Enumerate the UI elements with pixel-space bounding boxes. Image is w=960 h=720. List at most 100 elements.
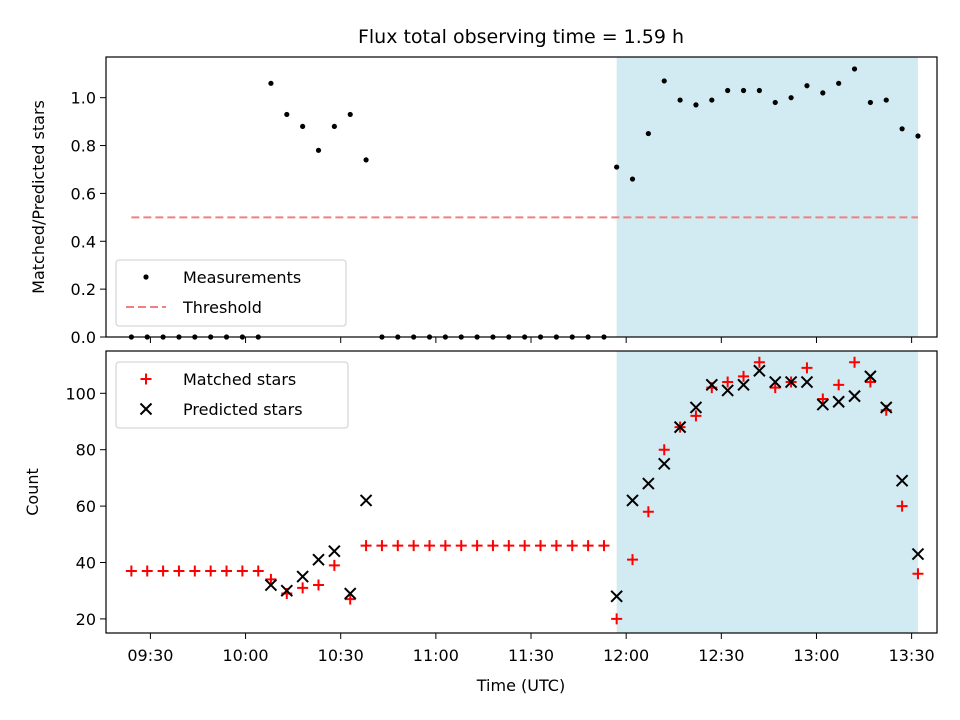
matched-star-point xyxy=(611,613,623,625)
top-shaded-region-layer xyxy=(616,57,918,337)
measurement-point xyxy=(347,111,353,118)
predicted-star-point xyxy=(784,375,798,389)
matched-star-point xyxy=(392,540,404,552)
top-shaded-region xyxy=(616,57,918,337)
chart-title: Flux total observing time = 1.59 h xyxy=(358,26,684,48)
bottom-shaded-region xyxy=(616,351,918,633)
matched-star-point xyxy=(896,500,908,512)
bottom-y-ticks: 20 40 60 80 100 xyxy=(65,384,106,629)
measurement-point xyxy=(363,157,369,163)
measurement-point xyxy=(820,90,826,96)
y-tick-label: 40 xyxy=(76,554,96,573)
legend-box xyxy=(115,361,349,429)
predicted-star-point xyxy=(864,370,877,383)
predicted-star-point xyxy=(911,547,925,561)
matched-star-point xyxy=(328,559,340,571)
measurement-point xyxy=(614,164,620,170)
measurement-point xyxy=(851,66,858,72)
bottom-y-axis-label: Count xyxy=(23,468,42,516)
predicted-star-point xyxy=(642,477,655,490)
measurement-point xyxy=(788,95,794,101)
x-tick-label: 11:30 xyxy=(508,646,554,665)
predicted-star-point xyxy=(280,584,293,597)
predicted-star-point xyxy=(895,474,909,487)
top-legend: Measurements Threshold xyxy=(115,259,347,327)
top-panel: 0.0 0.2 0.4 0.6 0.8 1.0 Matched/Predicted sta… xyxy=(29,56,938,347)
matched-star-point xyxy=(157,565,169,577)
y-tick-label: 0.6 xyxy=(71,184,96,203)
matched-star-point xyxy=(205,565,217,577)
predicted-star-point xyxy=(610,590,623,603)
matched-star-point xyxy=(424,540,436,552)
measurement-point xyxy=(836,80,842,86)
y-tick-label: 80 xyxy=(76,441,96,460)
matched-star-point xyxy=(864,376,876,388)
predicted-star-point xyxy=(658,457,671,471)
matched-star-point xyxy=(360,540,372,552)
bottom-legend: Matched stars Predicted stars xyxy=(115,361,349,429)
top-y-ticks: 0.0 0.2 0.4 0.6 0.8 1.0 xyxy=(71,89,106,347)
bottom-x-ticks: 09:30 10:00 10:30 11:00 11:30 12:00 12:30 13:00… xyxy=(127,633,935,665)
matched-star-point xyxy=(833,379,845,391)
measurement-point xyxy=(772,99,778,106)
predicted-star-point xyxy=(705,378,719,392)
matched-star-point xyxy=(690,410,702,422)
bottom-series-layer xyxy=(125,356,925,625)
matched-star-point xyxy=(817,393,829,405)
y-tick-label: 0.0 xyxy=(71,328,96,347)
matched-star-point xyxy=(471,540,483,552)
matched-star-point xyxy=(376,540,388,552)
matched-star-point xyxy=(125,565,137,577)
predicted-star-point xyxy=(753,364,766,377)
measurement-point xyxy=(709,97,715,103)
matched-star-point xyxy=(801,362,813,374)
matched-star-point xyxy=(455,540,467,552)
measurement-point xyxy=(300,123,306,130)
matched-star-point xyxy=(566,540,578,552)
y-tick-label: 1.0 xyxy=(71,89,96,108)
predicted-star-point xyxy=(296,570,309,583)
measurement-point xyxy=(899,126,905,132)
matched-star-point xyxy=(189,565,201,577)
matched-star-point xyxy=(849,356,861,368)
measurement-point xyxy=(756,87,762,94)
x-axis-label: Time (UTC) xyxy=(476,676,565,695)
matched-star-point xyxy=(408,540,420,552)
predicted-star-point xyxy=(626,494,639,507)
x-tick-label: 10:30 xyxy=(318,646,364,665)
matched-star-point xyxy=(221,565,233,577)
measurement-point xyxy=(883,97,889,103)
top-y-axis-label: Matched/Predicted stars xyxy=(29,100,48,294)
legend-predicted-marker xyxy=(139,402,153,416)
y-tick-label: 0.2 xyxy=(71,280,96,299)
matched-star-point xyxy=(439,540,451,552)
legend-matched-marker xyxy=(140,373,152,385)
predicted-star-point xyxy=(832,395,845,408)
predicted-star-point xyxy=(816,398,830,411)
predicted-star-point xyxy=(721,384,734,397)
matched-star-point xyxy=(753,356,765,368)
measurement-point xyxy=(677,97,683,103)
y-tick-label: 100 xyxy=(65,384,96,403)
predicted-star-point xyxy=(359,494,373,507)
matched-star-point xyxy=(173,565,185,577)
matched-star-point xyxy=(503,540,515,552)
measurement-point xyxy=(693,102,699,108)
predicted-star-point xyxy=(264,578,278,592)
top-x-ticks xyxy=(149,337,913,343)
matched-star-point xyxy=(658,444,670,456)
matched-star-point xyxy=(252,565,264,577)
legend-label: Threshold xyxy=(182,298,262,317)
measurement-point xyxy=(268,80,274,86)
matched-star-point xyxy=(519,540,531,552)
y-tick-label: 0.8 xyxy=(71,137,96,156)
matched-star-point xyxy=(598,540,610,552)
legend-measurement-marker xyxy=(143,274,149,280)
x-tick-label: 13:00 xyxy=(793,646,839,665)
measurement-point xyxy=(645,130,651,137)
predicted-star-point xyxy=(769,375,782,389)
matched-star-point xyxy=(722,376,734,388)
matched-star-point xyxy=(487,540,499,552)
measurement-point xyxy=(804,83,810,89)
legend-label: Matched stars xyxy=(183,370,296,389)
